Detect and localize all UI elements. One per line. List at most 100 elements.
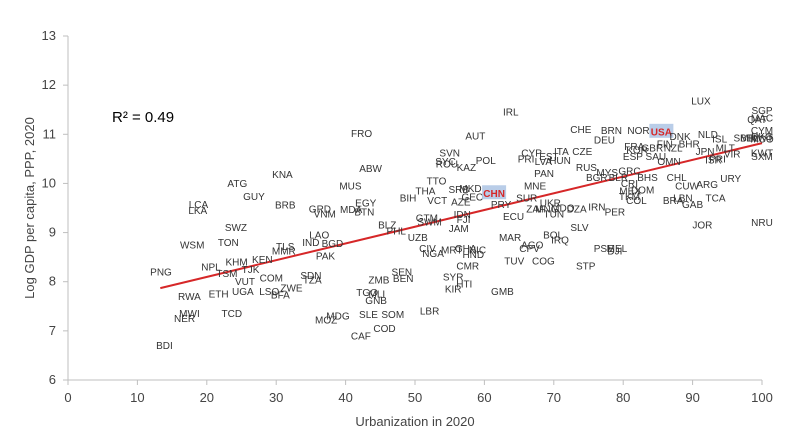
y-tick-label: 7 <box>49 323 56 338</box>
data-point-syc: SYC <box>435 157 456 168</box>
data-point-rus: RUS <box>576 163 597 174</box>
data-point-pse: PSE <box>594 244 614 255</box>
x-tick-label: 0 <box>64 390 71 405</box>
data-point-com: COM <box>260 273 283 284</box>
data-point-mdo: MDO <box>551 204 575 215</box>
data-point-bol: BOL <box>543 231 563 242</box>
data-point-bih: BIH <box>400 194 417 205</box>
data-point-lva: LVA <box>535 157 553 168</box>
data-point-mel: MEL <box>607 244 628 255</box>
data-point-chl: CHL <box>667 173 687 184</box>
data-point-mrt: MRT <box>441 245 462 256</box>
data-point-tza: TZA <box>303 276 322 287</box>
data-point-nor: NOR <box>627 126 649 137</box>
highlight-box <box>482 185 507 200</box>
y-axis-title: Log GDP per capita, PPP, 2020 <box>22 117 37 299</box>
data-point-npl: NPL <box>201 262 221 273</box>
data-point-moz: MOZ <box>315 316 337 327</box>
data-point-cog: COG <box>532 257 555 268</box>
data-point-aze: AZE <box>451 198 471 209</box>
data-point-lka: LKA <box>188 206 207 217</box>
data-point-blz: BLZ <box>378 221 396 232</box>
data-point-mwi: MWI <box>179 309 200 320</box>
data-point-blr: BLR <box>609 173 628 184</box>
data-point-kir: KIR <box>445 285 462 296</box>
data-point-vct: VCT <box>427 196 447 207</box>
data-point-cri: CRI <box>621 179 638 190</box>
data-point-vir: VIR <box>724 149 741 160</box>
data-point-btn: BTN <box>354 207 374 218</box>
data-point-atg: ATG <box>227 179 247 190</box>
data-point-zmb: ZMB <box>368 276 389 287</box>
data-point-abw: ABW <box>359 164 382 175</box>
data-point-mus: MUS <box>339 181 362 192</box>
data-point-tcd: TCD <box>222 309 243 320</box>
data-point-lao: LAO <box>309 231 329 242</box>
data-point-ton: TON <box>218 238 239 249</box>
data-point-tun: TUN <box>544 209 565 220</box>
data-point-dza: DZA <box>567 204 587 215</box>
x-tick-label: 90 <box>685 390 699 405</box>
x-tick-label: 70 <box>547 390 561 405</box>
data-point-slv: SLV <box>570 223 588 234</box>
data-point-smr: SMR <box>734 134 756 145</box>
data-point-sur: SUR <box>516 194 537 205</box>
data-point-gnb: GNB <box>365 296 387 307</box>
trend-line <box>160 142 763 290</box>
x-tick-label: 60 <box>477 390 491 405</box>
data-point-pri: PRI <box>709 154 726 165</box>
y-tick-label: 8 <box>49 274 56 289</box>
x-tick-label: 10 <box>130 390 144 405</box>
data-point-jpn: JPN <box>696 147 715 158</box>
data-point-brn: BRN <box>601 126 622 137</box>
data-point-nzl: NZL <box>664 144 683 155</box>
data-point-eth: ETH <box>209 290 229 301</box>
data-point-som: SOM <box>381 310 404 321</box>
data-point-pan: PAN <box>534 169 554 180</box>
data-point-isr: ISR <box>705 155 722 166</box>
data-point-vut: VUT <box>235 277 255 288</box>
data-point-tuv: TUV <box>504 257 524 268</box>
data-point-kwt: KWT <box>751 134 773 145</box>
y-tick-label: 11 <box>43 126 57 141</box>
data-point-fin: FIN <box>657 140 673 151</box>
data-point-tca: TCA <box>706 194 726 205</box>
data-point-nru: NRU <box>751 218 773 229</box>
data-point-swm: SWM <box>417 217 441 228</box>
data-point-pak: PAK <box>316 252 336 263</box>
data-point-usa: USA <box>651 127 672 138</box>
data-point-qat: QAT <box>747 115 767 126</box>
data-point-bel: BEL <box>740 134 759 145</box>
x-axis: 0 10 20 30 40 50 60 70 80 90 100 <box>64 379 773 405</box>
data-point-omn: OMN <box>657 157 680 168</box>
data-point-irl: IRL <box>503 108 519 119</box>
data-point-phl: PHL <box>387 227 407 238</box>
data-point-isl: ISL <box>712 135 727 146</box>
y-tick-label: 6 <box>49 372 56 387</box>
data-point-mng: MNG <box>535 204 559 215</box>
y-tick-label: 12 <box>42 77 56 92</box>
data-point-fra: FRA <box>624 142 644 153</box>
data-point-zwe: ZWE <box>280 284 303 295</box>
data-point-stp: STP <box>576 261 596 272</box>
data-point-tto: TTO <box>427 176 447 187</box>
data-point-tsm: TSM <box>216 269 237 280</box>
x-tick-label: 20 <box>200 390 214 405</box>
highlight-box <box>649 123 674 138</box>
data-point-tjk: TJK <box>242 265 260 276</box>
data-point-bhs: BHS <box>637 173 658 184</box>
data-point-irq: IRQ <box>551 235 569 246</box>
data-point-ago: AGO <box>521 240 543 251</box>
data-point-kaz: KAZ <box>457 163 476 174</box>
data-point-lso: LSO <box>259 287 279 298</box>
data-point-hnd: HND <box>462 250 484 261</box>
x-tick-label: 50 <box>408 390 422 405</box>
data-point-gmb: GMB <box>491 287 514 298</box>
data-point-deu: DEU <box>594 136 615 147</box>
data-point-vnm: VNM <box>314 209 336 220</box>
data-point-ecu: ECU <box>503 212 524 223</box>
data-point-grd: GRD <box>309 204 331 215</box>
data-point-kor: KOR <box>626 146 648 157</box>
